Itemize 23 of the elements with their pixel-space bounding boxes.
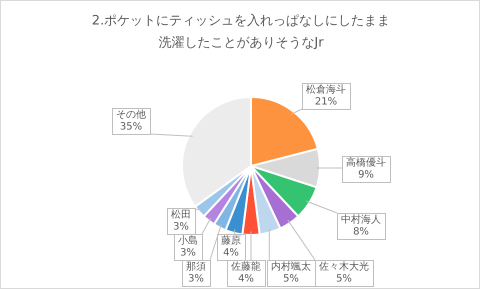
slice-label: 中村海人 (341, 214, 381, 226)
data-label: 5% (336, 274, 352, 285)
data-label: 5% (283, 274, 299, 285)
data-label: 21% (314, 96, 338, 108)
slice-label: 内村颯太 (271, 260, 311, 273)
slice-label: 佐藤龍 (231, 260, 261, 273)
data-label: 3% (188, 274, 204, 285)
data-label: 4% (238, 274, 254, 285)
slice-label: 松田 (171, 208, 191, 221)
slice-label: 高橋優斗 (346, 156, 386, 169)
data-label: 9% (358, 170, 374, 181)
slice-label: 松倉海斗 (306, 84, 346, 96)
data-label: 3% (180, 248, 196, 259)
data-label: 35% (120, 122, 142, 133)
slice-label: 那須 (186, 262, 206, 273)
data-label: 4% (223, 248, 239, 259)
data-label: 8% (353, 226, 369, 238)
slice-label: 小島 (178, 234, 198, 247)
slice-label: 佐々木大光 (319, 260, 369, 273)
slice-label: 藤原 (221, 234, 241, 247)
slice-label: その他 (116, 108, 146, 121)
chart-title: 2.ポケットにティッシュを入れっぱなしにしたまま洗濯したことがありそうなJr (92, 13, 390, 50)
data-label: 3% (173, 222, 189, 233)
